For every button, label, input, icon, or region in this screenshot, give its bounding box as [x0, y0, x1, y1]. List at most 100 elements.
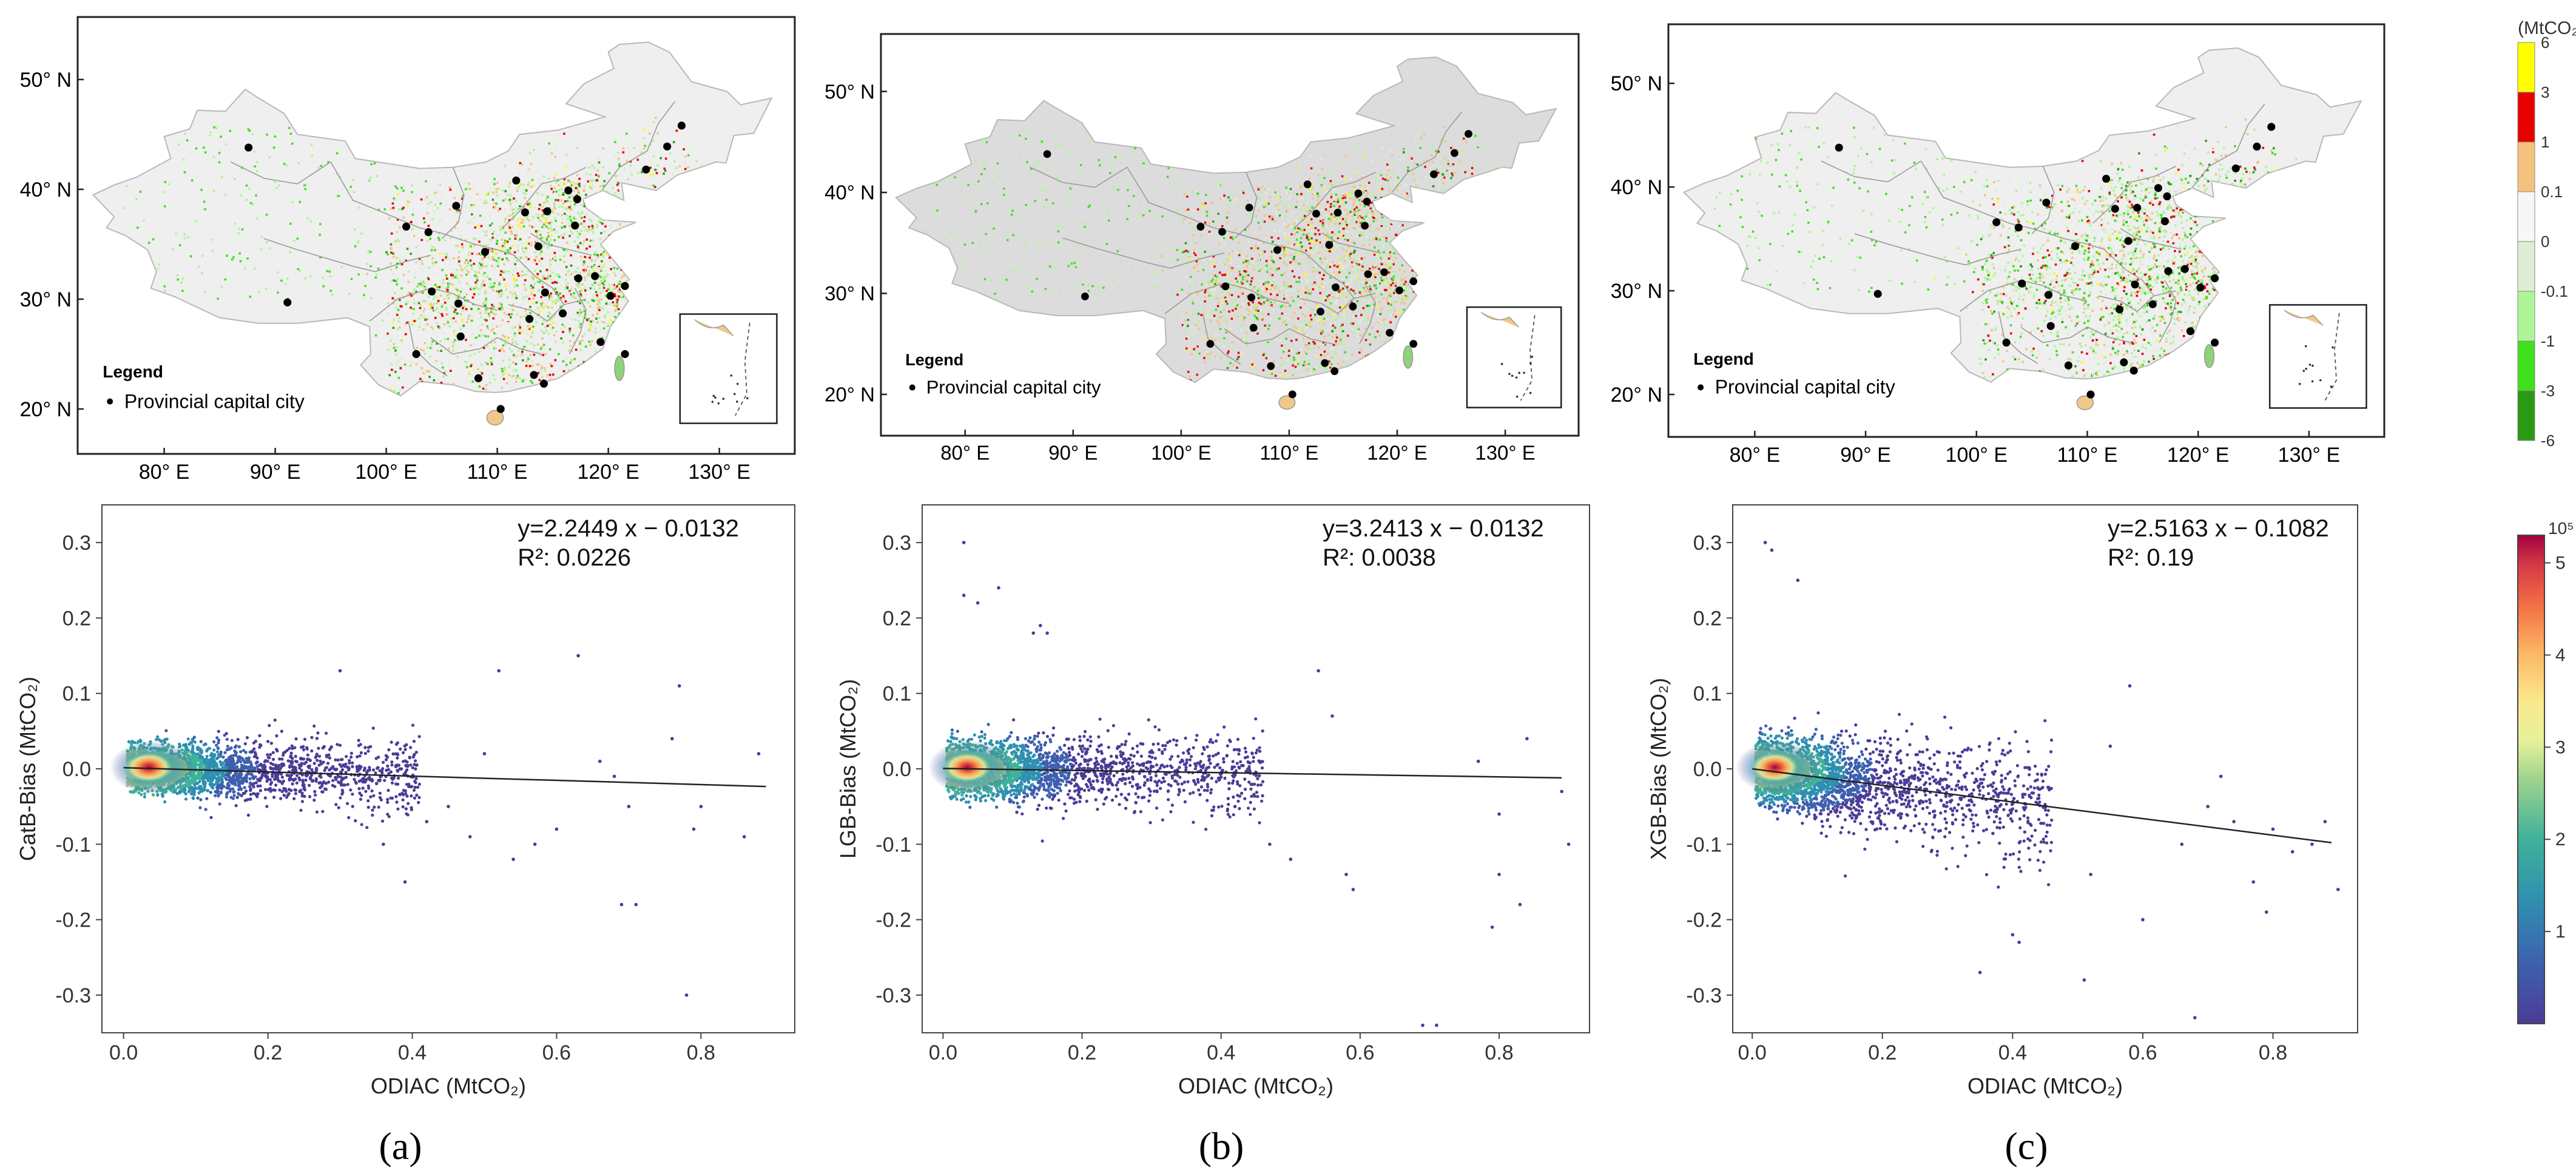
- emission-pixel: [1298, 280, 1301, 283]
- emission-pixel: [468, 251, 471, 254]
- emission-pixel: [612, 283, 614, 286]
- emission-pixel: [1230, 317, 1233, 320]
- emission-pixel: [1387, 294, 1389, 297]
- emission-pixel: [157, 267, 160, 270]
- emission-pixel: [1232, 238, 1234, 240]
- emission-pixel: [1318, 233, 1321, 235]
- emission-pixel: [137, 226, 139, 229]
- emission-pixel: [1248, 309, 1250, 313]
- emission-pixel: [579, 217, 582, 219]
- emission-pixel: [1377, 272, 1379, 275]
- emission-pixel: [1227, 352, 1229, 354]
- emission-pixel: [460, 243, 464, 246]
- emission-pixel: [618, 163, 621, 166]
- emission-pixel: [186, 139, 189, 142]
- emission-pixel: [1257, 238, 1259, 241]
- emission-pixel: [1281, 344, 1283, 347]
- emission-pixel: [1390, 303, 1392, 306]
- emission-pixel: [265, 288, 268, 290]
- emission-pixel: [479, 371, 482, 373]
- emission-pixel: [269, 247, 271, 250]
- emission-pixel: [544, 240, 547, 243]
- emission-pixel: [398, 208, 401, 211]
- emission-pixel: [1295, 219, 1298, 222]
- emission-pixel: [455, 244, 457, 247]
- emission-pixel: [516, 329, 519, 332]
- emission-pixel: [525, 260, 528, 263]
- emission-pixel: [600, 245, 603, 248]
- emission-pixel: [397, 328, 399, 331]
- emission-pixel: [543, 331, 545, 333]
- emission-pixel: [447, 286, 450, 288]
- emission-pixel: [523, 316, 526, 318]
- emission-pixel: [557, 199, 559, 201]
- emission-pixel: [1330, 347, 1332, 350]
- emission-pixel: [511, 218, 514, 220]
- emission-pixel: [1226, 273, 1229, 276]
- capital-city-marker: [512, 176, 521, 185]
- emission-pixel: [532, 345, 535, 348]
- emission-pixel: [1335, 343, 1338, 345]
- emission-pixel: [1381, 216, 1384, 218]
- emission-pixel: [450, 273, 453, 276]
- emission-pixel: [1256, 247, 1259, 249]
- emission-pixel: [1293, 243, 1296, 246]
- emission-pixel: [545, 253, 548, 255]
- emission-pixel: [1367, 317, 1369, 320]
- emission-pixel: [1350, 322, 1353, 325]
- emission-pixel: [504, 220, 507, 223]
- emission-pixel: [1387, 252, 1390, 255]
- emission-pixel: [1239, 285, 1241, 287]
- emission-pixel: [592, 226, 594, 229]
- lat-tick-label: 30° N: [20, 288, 72, 311]
- emission-pixel: [598, 254, 601, 257]
- emission-pixel: [1220, 337, 1222, 340]
- emission-pixel: [412, 313, 414, 315]
- emission-pixel: [501, 334, 504, 337]
- emission-pixel: [556, 291, 558, 294]
- emission-pixel: [589, 186, 592, 189]
- emission-pixel: [510, 313, 513, 316]
- emission-pixel: [1296, 358, 1299, 360]
- emission-pixel: [1237, 356, 1240, 358]
- emission-pixel: [483, 234, 486, 237]
- lat-tick-label: 50° N: [20, 69, 72, 92]
- emission-pixel: [566, 284, 569, 286]
- emission-pixel: [1332, 215, 1335, 218]
- emission-pixel: [503, 269, 505, 272]
- emission-pixel: [1256, 185, 1259, 188]
- emission-pixel: [427, 276, 430, 279]
- emission-pixel: [599, 217, 601, 220]
- emission-pixel: [296, 237, 299, 240]
- emission-pixel: [329, 275, 332, 277]
- emission-pixel: [479, 312, 482, 314]
- emission-pixel: [1242, 189, 1244, 192]
- emission-pixel: [453, 289, 455, 292]
- emission-pixel: [1232, 302, 1235, 304]
- emission-pixel: [465, 308, 468, 311]
- emission-pixel: [652, 172, 654, 175]
- emission-pixel: [1362, 244, 1365, 246]
- emission-pixel: [590, 188, 593, 190]
- emission-pixel: [1204, 336, 1206, 339]
- emission-pixel: [502, 271, 505, 274]
- emission-pixel: [1378, 268, 1380, 270]
- emission-pixel: [545, 238, 548, 242]
- emission-pixel: [1307, 206, 1310, 209]
- emission-pixel: [522, 329, 525, 332]
- emission-pixel: [568, 243, 571, 246]
- emission-pixel: [559, 259, 562, 261]
- emission-pixel: [533, 353, 536, 356]
- emission-pixel: [393, 279, 396, 282]
- emission-pixel: [1307, 347, 1310, 350]
- emission-pixel: [588, 329, 591, 332]
- emission-pixel: [537, 193, 540, 195]
- emission-pixel: [289, 222, 292, 225]
- emission-pixel: [593, 288, 596, 290]
- emission-pixel: [1404, 280, 1407, 283]
- emission-pixel: [568, 193, 571, 196]
- emission-pixel: [394, 185, 397, 188]
- emission-pixel: [1258, 351, 1261, 353]
- emission-pixel: [548, 298, 551, 301]
- emission-pixel: [457, 257, 460, 260]
